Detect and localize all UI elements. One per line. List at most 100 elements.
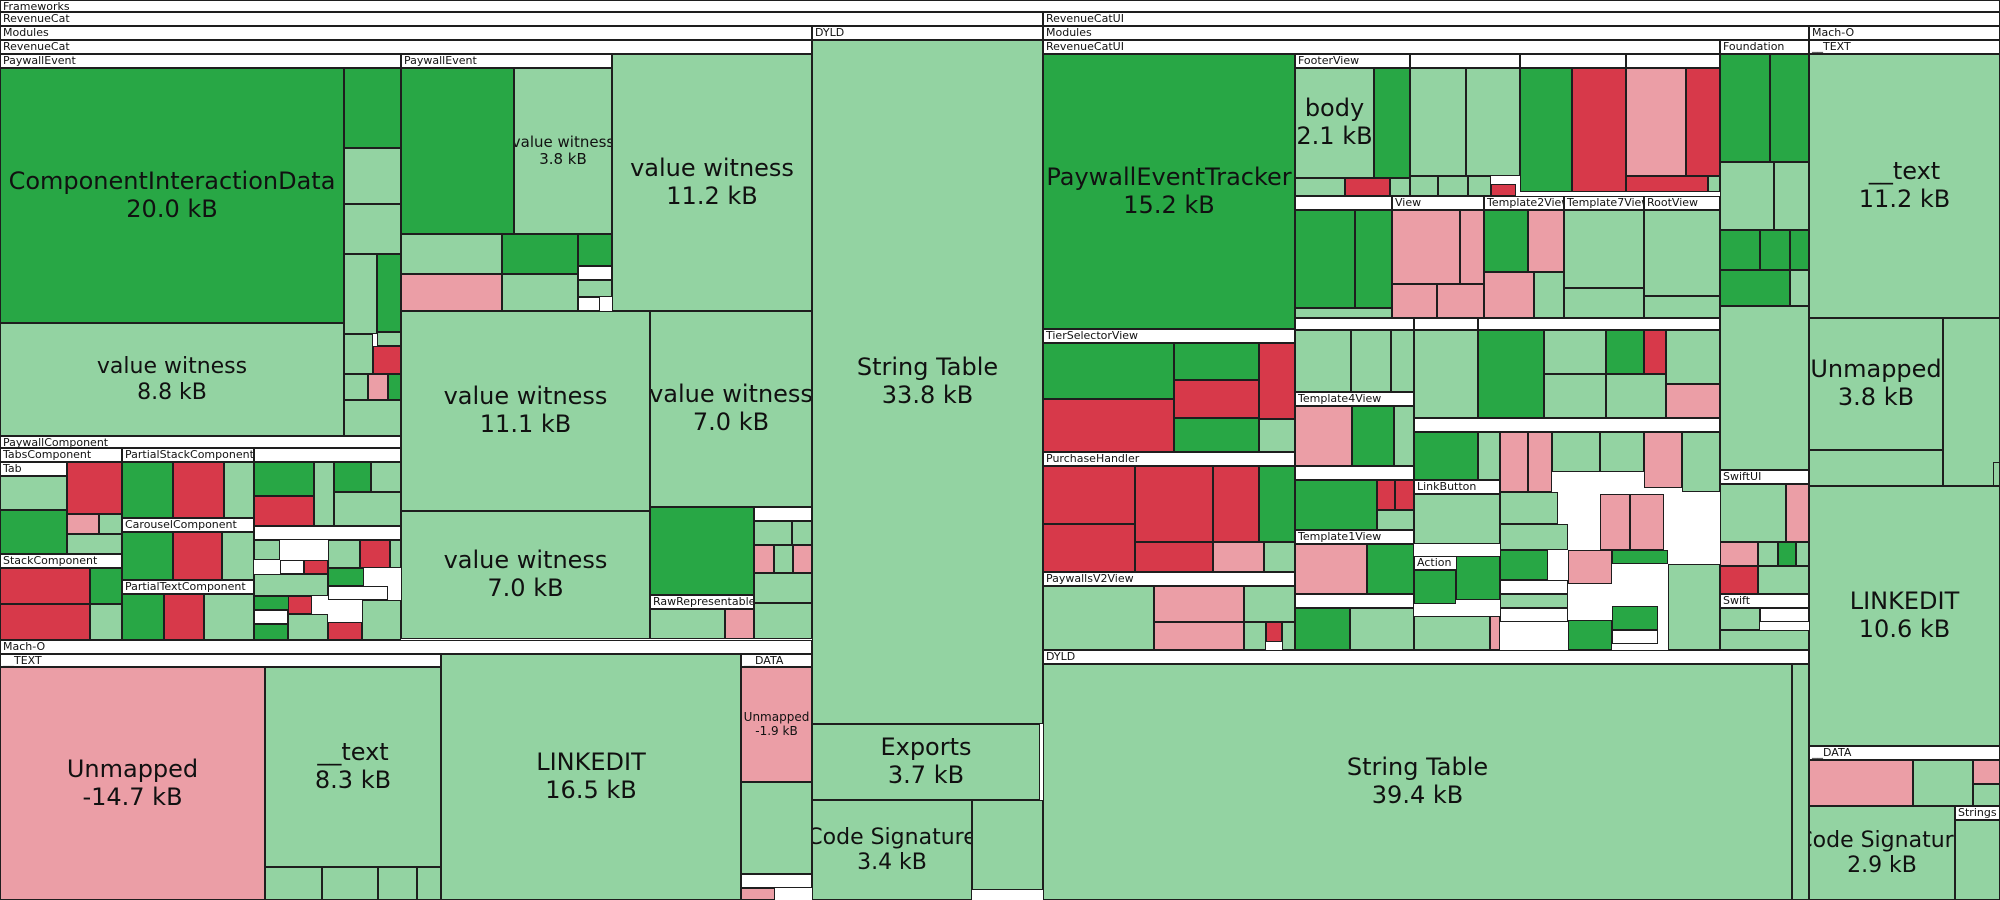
treemap-block[interactable] — [1600, 494, 1630, 550]
modules-ui-header[interactable]: Modules — [1043, 26, 1809, 40]
treemap-block[interactable] — [1414, 418, 1720, 432]
raw-representable-header[interactable]: RawRepresentable — [650, 595, 754, 609]
link-button-header[interactable]: LinkButton — [1414, 480, 1500, 494]
dyld-header[interactable]: DYLD — [812, 26, 1043, 40]
linkedit-block[interactable]: LINKEDIT 16.5 kB — [441, 654, 741, 900]
treemap-block[interactable] — [1377, 510, 1414, 530]
treemap-block[interactable] — [304, 560, 328, 574]
treemap-block[interactable] — [1374, 68, 1410, 178]
value-witness-block[interactable]: value witness 3.8 kB — [514, 68, 612, 234]
treemap-block[interactable] — [254, 462, 314, 496]
treemap-block[interactable] — [1568, 620, 1612, 650]
text-segment-header[interactable]: __TEXT — [0, 654, 441, 667]
treemap-block[interactable] — [1295, 608, 1350, 650]
treemap-block[interactable] — [1392, 284, 1437, 318]
treemap-block[interactable] — [371, 462, 401, 492]
treemap-block[interactable] — [650, 609, 725, 639]
treemap-block[interactable] — [1666, 330, 1720, 384]
treemap-block[interactable] — [254, 596, 290, 610]
treemap-block[interactable] — [344, 334, 373, 374]
treemap-block[interactable] — [344, 204, 401, 254]
treemap-block[interactable] — [1468, 176, 1491, 196]
treemap-block[interactable] — [754, 573, 812, 603]
revenuecatui-module-header[interactable]: RevenueCatUI — [1043, 40, 1720, 54]
treemap-block[interactable] — [224, 462, 254, 518]
treemap-block[interactable] — [204, 594, 254, 640]
treemap-block[interactable] — [1484, 272, 1534, 318]
treemap-block[interactable] — [1666, 384, 1720, 418]
paywalls-v2-view-header[interactable]: PaywallsV2View — [1043, 572, 1295, 586]
treemap-block[interactable] — [1367, 544, 1414, 594]
stack-component-header[interactable]: StackComponent — [0, 554, 122, 568]
treemap-header[interactable] — [1410, 54, 1520, 68]
template2-view-header[interactable]: Template2View — [1484, 196, 1564, 210]
treemap-block[interactable] — [1720, 162, 1774, 230]
treemap-block[interactable] — [401, 234, 502, 274]
treemap-block[interactable] — [1644, 296, 1720, 318]
treemap-block[interactable] — [334, 492, 401, 526]
view-header[interactable]: View — [1392, 196, 1484, 210]
treemap-block[interactable] — [1720, 630, 1809, 650]
treemap-block[interactable] — [1478, 432, 1500, 480]
string-table-ui-block[interactable]: String Table 39.4 kB — [1043, 664, 1792, 900]
treemap-block[interactable] — [1534, 272, 1564, 318]
treemap-block[interactable] — [1478, 318, 1720, 330]
value-witness-block[interactable]: value witness 7.0 kB — [401, 511, 650, 639]
treemap-block[interactable] — [1500, 432, 1528, 492]
treemap-block[interactable] — [1414, 494, 1500, 544]
mach-o-ui-header[interactable]: Mach-O — [1809, 26, 2000, 40]
treemap-block[interactable] — [1626, 176, 1708, 192]
treemap-block[interactable] — [774, 545, 793, 573]
treemap-block[interactable] — [1500, 608, 1568, 622]
treemap-block[interactable] — [725, 609, 754, 639]
purchase-handler-header[interactable]: PurchaseHandler — [1043, 452, 1295, 466]
treemap-block[interactable] — [322, 867, 378, 900]
treemap-block[interactable] — [1606, 330, 1644, 374]
treemap-block[interactable] — [792, 521, 812, 545]
treemap-block[interactable] — [1720, 306, 1809, 470]
paywall-event-header-2[interactable]: PaywallEvent — [401, 54, 612, 68]
treemap-block[interactable] — [1720, 54, 1770, 162]
treemap-block[interactable] — [1295, 330, 1351, 392]
treemap-block[interactable] — [1720, 484, 1786, 542]
mach-o-header[interactable]: Mach-O — [0, 640, 812, 654]
treemap-block[interactable] — [1266, 622, 1282, 642]
treemap-block[interactable] — [388, 374, 401, 400]
treemap-block[interactable] — [1460, 210, 1484, 284]
treemap-block[interactable] — [1213, 542, 1264, 572]
treemap-block[interactable] — [1295, 544, 1367, 594]
treemap-block[interactable] — [1466, 68, 1520, 176]
treemap-block[interactable] — [1612, 606, 1658, 630]
treemap-block[interactable] — [222, 532, 254, 580]
treemap-block[interactable] — [288, 614, 328, 640]
treemap-block[interactable] — [1135, 466, 1213, 542]
treemap-block[interactable] — [1668, 564, 1720, 650]
treemap-block[interactable] — [1174, 418, 1259, 452]
treemap-block[interactable] — [1770, 54, 1809, 162]
treemap-block[interactable] — [1295, 594, 1414, 608]
treemap-block[interactable] — [1043, 466, 1135, 524]
treemap-block[interactable] — [377, 332, 401, 346]
treemap-block[interactable] — [1720, 566, 1758, 594]
template4-view-header[interactable]: Template4View — [1295, 392, 1414, 406]
treemap-block[interactable] — [344, 68, 401, 148]
treemap-block[interactable] — [67, 462, 122, 514]
treemap-block[interactable] — [1720, 270, 1790, 306]
unmapped-data-block[interactable]: Unmapped -1.9 kB — [741, 667, 812, 782]
treemap-block[interactable] — [578, 280, 612, 297]
modules-header[interactable]: Modules — [0, 26, 812, 40]
treemap-block[interactable] — [741, 874, 812, 888]
treemap-block[interactable] — [1796, 542, 1809, 566]
treemap-block[interactable] — [1043, 399, 1174, 452]
treemap-block[interactable] — [1500, 550, 1548, 580]
treemap-block[interactable] — [650, 507, 754, 595]
value-witness-block[interactable]: value witness 7.0 kB — [650, 311, 812, 507]
treemap-block[interactable] — [1259, 419, 1295, 452]
treemap-block[interactable] — [1295, 480, 1377, 530]
linkedit-ui-block[interactable]: LINKEDIT 10.6 kB — [1809, 486, 2000, 746]
treemap-block[interactable] — [1351, 330, 1391, 392]
treemap-block[interactable] — [1943, 318, 2000, 486]
treemap-block[interactable] — [1043, 524, 1135, 572]
treemap-block[interactable] — [254, 526, 401, 540]
treemap-block[interactable] — [1760, 230, 1790, 270]
